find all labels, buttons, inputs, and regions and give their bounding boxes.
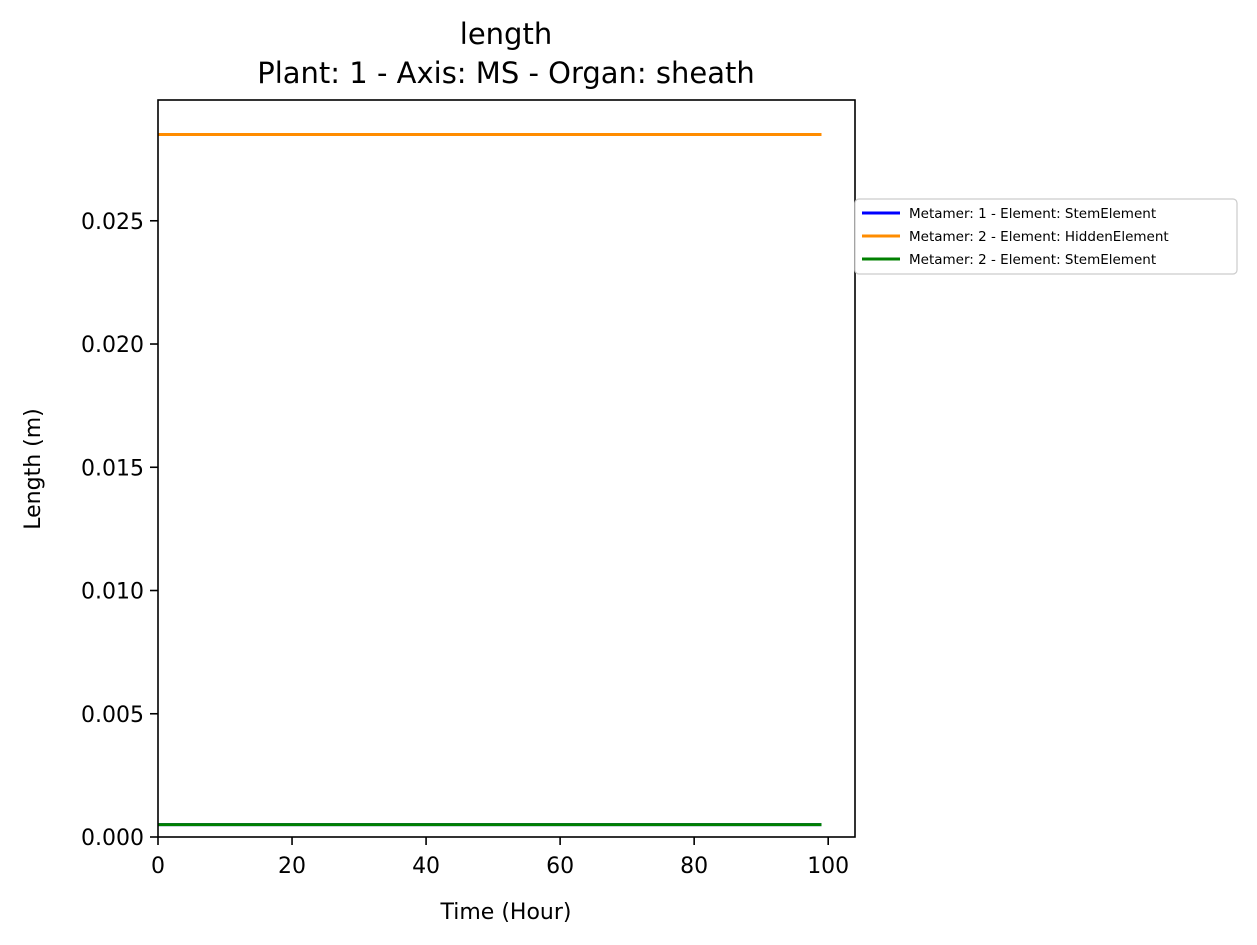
- y-tick-label: 0.000: [81, 826, 144, 851]
- y-tick-label: 0.015: [81, 456, 144, 481]
- y-tick-label: 0.020: [81, 333, 144, 358]
- y-tick-label: 0.025: [81, 210, 144, 235]
- y-tick-label: 0.010: [81, 580, 144, 605]
- y-axis: 0.000 0.005 0.010 0.015 0.020 0.025: [81, 210, 158, 851]
- series-layer: [158, 133, 822, 827]
- legend-entry: Metamer: 2 - Element: StemElement: [909, 252, 1156, 268]
- x-tick-label: 100: [807, 854, 849, 879]
- legend-entry: Metamer: 2 - Element: HiddenElement: [909, 229, 1169, 245]
- plot-background: [158, 100, 855, 837]
- x-tick-label: 0: [151, 854, 165, 879]
- x-tick-label: 80: [680, 854, 708, 879]
- x-tick-label: 60: [546, 854, 574, 879]
- y-axis-label: Length (m): [21, 408, 46, 529]
- chart-title: length: [460, 17, 552, 51]
- x-tick-label: 20: [278, 854, 306, 879]
- x-tick-label: 40: [412, 854, 440, 879]
- legend: Metamer: 1 - Element: StemElement Metame…: [854, 198, 1238, 275]
- x-axis-label: Time (Hour): [440, 900, 572, 925]
- y-tick-label: 0.005: [81, 703, 144, 728]
- plot-area: [157, 99, 856, 838]
- legend-box: [854, 198, 1238, 275]
- legend-entry: Metamer: 1 - Element: StemElement: [909, 206, 1156, 222]
- plot-frame: [157, 99, 856, 838]
- x-axis: 0 20 40 60 80 100: [151, 837, 849, 879]
- chart-subtitle: Plant: 1 - Axis: MS - Organ: sheath: [257, 56, 755, 90]
